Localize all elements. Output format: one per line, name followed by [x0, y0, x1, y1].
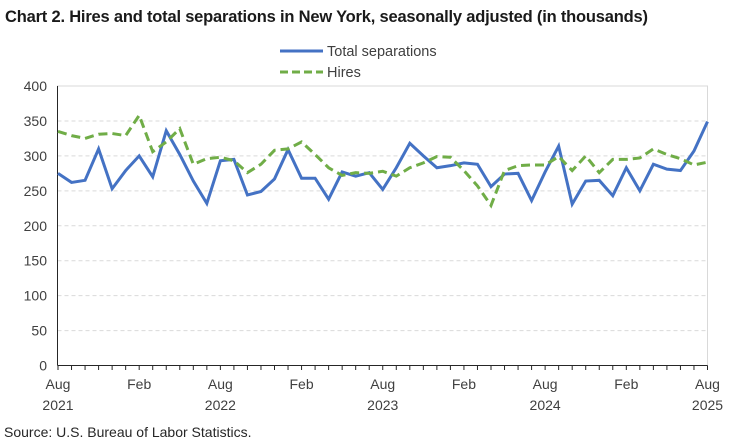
x-axis-year-label: 2021 [42, 397, 73, 413]
series-line-hires [57, 112, 708, 209]
source-note: Source: U.S. Bureau of Labor Statistics. [4, 424, 251, 440]
legend: Total separations Hires [280, 44, 437, 81]
legend-label-hires: Hires [327, 65, 361, 81]
legend-item-total-separations: Total separations [280, 44, 437, 60]
y-axis-tick-label: 0 [39, 358, 47, 374]
x-axis-year-label: 2022 [205, 397, 236, 413]
x-axis-month-label: Aug [46, 376, 71, 392]
x-axis-month-label: Feb [614, 376, 638, 392]
series-line-total-separations [57, 121, 709, 209]
x-axis-month-label: Aug [695, 376, 720, 392]
x-axis-year-label: 2023 [367, 397, 398, 413]
y-axis-tick-label: 300 [24, 148, 48, 164]
x-axis-year-label: 2024 [530, 397, 561, 413]
y-axis-tick-label: 150 [24, 253, 48, 269]
x-axis-month-label: Aug [370, 376, 395, 392]
x-axis-month-label: Feb [127, 376, 151, 392]
legend-item-hires: Hires [280, 65, 361, 81]
y-axis-tick-label: 400 [24, 78, 48, 94]
x-axis-month-label: Aug [208, 376, 233, 392]
plot-area: 0 50 100 150 200 250 300 350 400 Aug 2021 Feb Aug 202… [24, 78, 724, 413]
legend-label-total-separations: Total separations [327, 44, 437, 60]
x-axis-month-label: Feb [452, 376, 476, 392]
chart-title: Chart 2. Hires and total separations in … [5, 8, 648, 26]
x-axis-month-label: Aug [533, 376, 558, 392]
y-axis-tick-label: 200 [24, 218, 48, 234]
x-axis-month-label: Feb [290, 376, 314, 392]
y-axis-tick-label: 50 [31, 323, 47, 339]
y-axis-tick-label: 100 [24, 288, 48, 304]
x-axis-year-label: 2025 [692, 397, 723, 413]
y-axis-tick-label: 350 [24, 113, 48, 129]
y-axis-tick-label: 250 [24, 183, 48, 199]
